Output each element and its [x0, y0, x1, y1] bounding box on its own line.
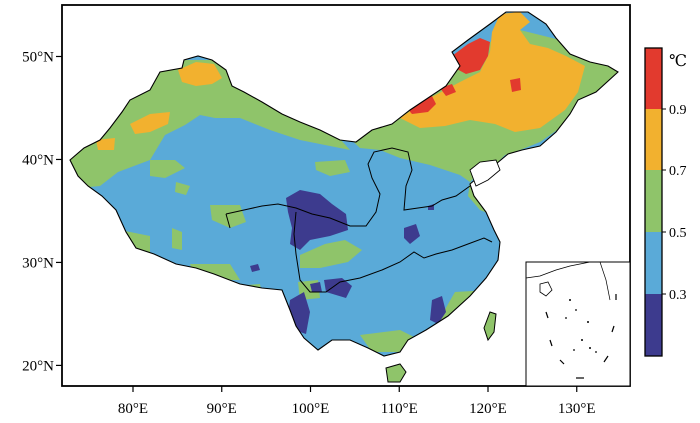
region-class-0.7-0.9 [96, 12, 585, 150]
longitude-axis: 80°E 90°E 100°E 110°E 120°E 130°E [118, 386, 596, 417]
legend-class-0.5-0.7 [645, 170, 662, 232]
china-border [69, 11, 619, 357]
lon-tick-label: 100°E [292, 401, 330, 417]
latitude-axis: 50°N 40°N 30°N 20°N [22, 49, 62, 374]
legend: ℃ 0.9 0.7 0.5 0.3 [644, 47, 687, 357]
lon-tick-label: 120°E [469, 401, 507, 417]
south-china-sea-inset [525, 261, 631, 387]
lat-tick-label: 40°N [22, 152, 54, 168]
legend-class-above-0.9 [645, 48, 662, 109]
region-class-above-0.9 [405, 38, 521, 114]
legend-label-0.5: 0.5 [669, 226, 687, 241]
legend-label-0.9: 0.9 [669, 103, 687, 118]
lon-tick-label: 80°E [118, 401, 148, 417]
legend-unit: ℃ [669, 53, 687, 70]
legend-class-0.3-0.5 [645, 232, 662, 294]
legend-label-0.7: 0.7 [669, 164, 687, 179]
basin-boundaries [225, 147, 493, 293]
bohai-bay [469, 159, 501, 187]
hainan-island [385, 363, 407, 383]
taiwan-island [483, 311, 497, 342]
region-class-below-0.3 [250, 190, 446, 334]
legend-class-0.7-0.9 [645, 109, 662, 170]
lat-tick-label: 20°N [22, 358, 54, 374]
lat-tick-label: 30°N [22, 255, 54, 271]
legend-label-0.3: 0.3 [669, 288, 687, 303]
legend-class-below-0.3 [645, 294, 662, 356]
lon-tick-label: 130°E [558, 401, 596, 417]
lat-tick-label: 50°N [22, 49, 54, 65]
lon-tick-label: 90°E [207, 401, 237, 417]
lon-tick-label: 110°E [381, 401, 418, 417]
